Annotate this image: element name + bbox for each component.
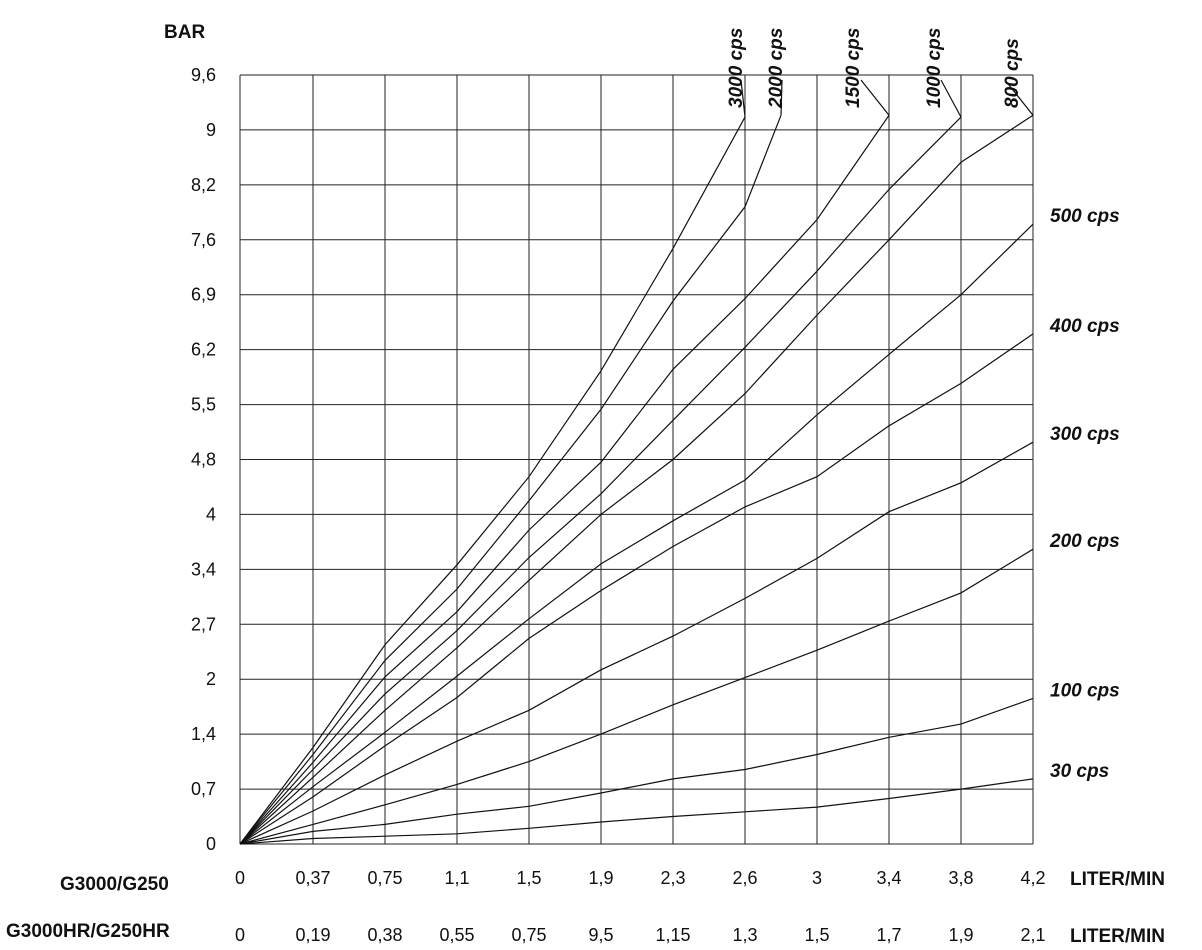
y-tick-label: 5,5 <box>191 395 216 415</box>
series-label-200-cps: 200 cps <box>1049 531 1120 552</box>
series-line-1000-cps <box>239 116 962 845</box>
series-line-3000-cps <box>239 116 746 845</box>
x-tick-label-axis1: 1,1 <box>444 868 469 888</box>
x-tick-label-axis2: 1,7 <box>876 925 901 945</box>
series-label-3000-cps: 3000 cps <box>726 28 747 108</box>
x-tick-label-axis2: 0,75 <box>511 925 546 945</box>
x-axis-1-name: G3000/G250 <box>60 874 169 895</box>
x-tick-label-axis1: 4,2 <box>1020 868 1045 888</box>
series-line-800-cps <box>239 114 1034 845</box>
x-axis-ticks: 0 0,37 0,75 1,1 1,5 1,9 2,3 2,6 3 3,4 3,8 4,2 0 0,19 0… <box>235 868 1046 945</box>
series-labels: 30 cps 100 cps 200 cps 300 cps 400 cps 500 cp… <box>726 28 1120 782</box>
series-line-100-cps <box>239 697 1034 845</box>
y-tick-label: 4,8 <box>191 450 216 470</box>
series-label-100-cps: 100 cps <box>1050 680 1120 701</box>
series-line-200-cps <box>239 548 1034 845</box>
x-tick-label-axis1: 0 <box>235 868 245 888</box>
y-tick-label: 0,7 <box>191 779 216 799</box>
x-axis-1-unit: LITER/MIN <box>1070 869 1165 890</box>
x-tick-label-axis1: 0,75 <box>367 868 402 888</box>
series-label-30-cps: 30 cps <box>1050 761 1109 782</box>
series-line-500-cps <box>239 223 1034 845</box>
series-line-30-cps <box>239 778 1034 845</box>
y-tick-label: 6,9 <box>191 285 216 305</box>
x-tick-label-axis2: 1,3 <box>732 925 757 945</box>
grid <box>239 74 1034 845</box>
x-tick-label-axis2: 9,5 <box>588 925 613 945</box>
series-label-400-cps: 400 cps <box>1049 316 1120 337</box>
y-tick-label: 2,7 <box>191 614 216 634</box>
y-tick-label: 8,2 <box>191 175 216 195</box>
x-tick-label-axis2: 2,1 <box>1020 925 1045 945</box>
y-tick-label: 0 <box>206 834 216 854</box>
x-tick-label-axis1: 3,8 <box>948 868 973 888</box>
series-line-1500-cps <box>239 114 890 845</box>
x-tick-label-axis2: 0,19 <box>295 925 330 945</box>
x-axis-2-unit: LITER/MIN <box>1070 926 1165 947</box>
y-tick-label: 3,4 <box>191 559 216 579</box>
y-axis-label: BAR <box>164 22 205 43</box>
x-tick-label-axis1: 2,3 <box>660 868 685 888</box>
series-leader-3000-cps <box>740 79 746 118</box>
x-axis-2-name: G3000HR/G250HR <box>6 921 170 942</box>
series-label-2000-cps: 2000 cps <box>766 28 787 109</box>
series-leader-2000-cps <box>780 79 783 116</box>
x-tick-label-axis1: 3 <box>812 868 822 888</box>
series-line-400-cps <box>239 333 1034 845</box>
y-tick-label: 4 <box>206 504 216 524</box>
series-curves <box>239 79 1034 845</box>
x-tick-label-axis1: 2,6 <box>732 868 757 888</box>
y-axis-ticks: 0 0,7 1,4 2 2,7 3,4 4 4,8 5,5 6,2 6,9 7,6 8,2 9 9,6 <box>191 65 216 854</box>
series-label-800-cps: 800 cps <box>1002 38 1023 108</box>
series-label-1500-cps: 1500 cps <box>843 28 864 108</box>
y-tick-label: 1,4 <box>191 724 216 744</box>
x-tick-label-axis2: 1,5 <box>804 925 829 945</box>
y-tick-label: 9 <box>206 120 216 140</box>
x-tick-label-axis2: 1,9 <box>948 925 973 945</box>
x-tick-label-axis2: 0,55 <box>439 925 474 945</box>
series-leader-800-cps <box>1004 79 1034 116</box>
x-tick-label-axis1: 3,4 <box>876 868 901 888</box>
x-tick-label-axis1: 1,5 <box>516 868 541 888</box>
y-tick-label: 2 <box>206 669 216 689</box>
series-line-300-cps <box>239 441 1034 845</box>
x-tick-label-axis1: 1,9 <box>588 868 613 888</box>
x-tick-label-axis2: 0,38 <box>367 925 402 945</box>
y-tick-label: 6,2 <box>191 340 216 360</box>
y-tick-label: 7,6 <box>191 230 216 250</box>
x-tick-label-axis2: 0 <box>235 925 245 945</box>
x-tick-label-axis2: 1,15 <box>655 925 690 945</box>
series-leader-1500-cps <box>860 79 890 116</box>
x-tick-label-axis1: 0,37 <box>295 868 330 888</box>
series-label-500-cps: 500 cps <box>1050 206 1120 227</box>
series-label-300-cps: 300 cps <box>1050 424 1120 445</box>
series-label-1000-cps: 1000 cps <box>924 28 945 108</box>
series-line-2000-cps <box>239 115 782 845</box>
y-tick-label: 9,6 <box>191 65 216 85</box>
series-leader-1000-cps <box>940 79 962 118</box>
